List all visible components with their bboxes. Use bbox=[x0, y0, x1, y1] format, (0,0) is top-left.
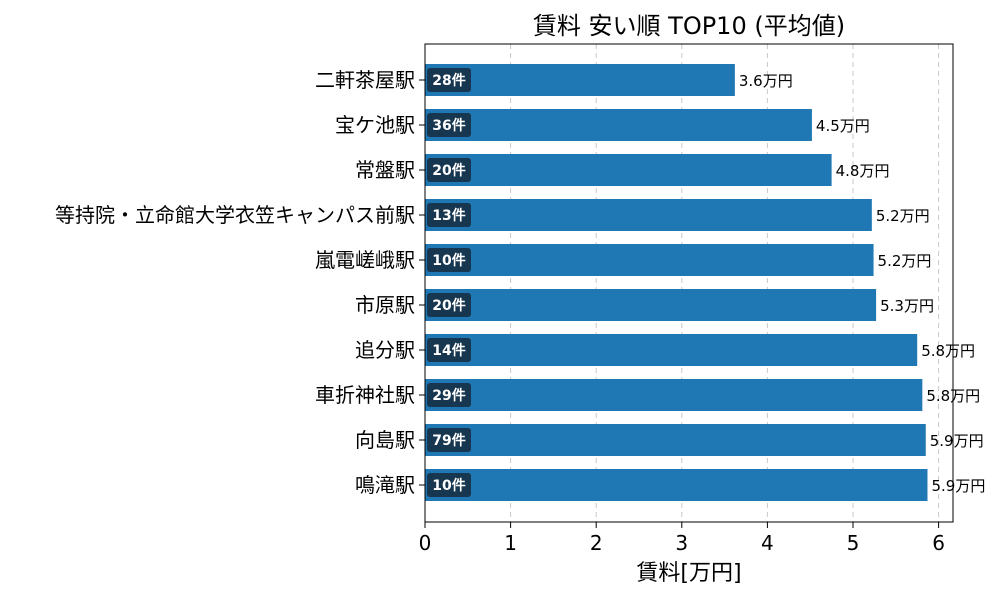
category-label: 鳴滝駅 bbox=[355, 473, 415, 497]
bar-value-label: 5.3万円 bbox=[880, 297, 934, 315]
count-badge bbox=[427, 203, 471, 227]
bar bbox=[425, 379, 923, 411]
count-badge bbox=[427, 158, 471, 182]
bar-value-label: 4.5万円 bbox=[816, 117, 870, 135]
count-badge bbox=[427, 248, 471, 272]
category-label: 常盤駅 bbox=[355, 158, 415, 182]
bar-value-label: 5.9万円 bbox=[931, 477, 985, 495]
y-axis-categories: 二軒茶屋駅宝ケ池駅常盤駅等持院・立命館大学衣笠キャンパス前駅嵐電嵯峨駅市原駅追分… bbox=[55, 68, 425, 497]
x-tick-label: 4 bbox=[761, 531, 774, 555]
count-label: 20件 bbox=[432, 297, 465, 314]
x-tick-label: 6 bbox=[932, 531, 945, 555]
count-label: 28件 bbox=[432, 72, 465, 89]
bars: 3.6万円 28件 4.5万円 36件 4.8万円 20件 5.2万円 13件 5.2万円 10件… bbox=[425, 64, 985, 501]
bar bbox=[425, 289, 877, 321]
bar-value-label: 3.6万円 bbox=[739, 72, 793, 90]
x-tick-label: 0 bbox=[419, 531, 432, 555]
x-axis-label: 賃料[万円] bbox=[636, 561, 741, 586]
x-axis-ticks: 0 1 2 3 4 5 6 bbox=[419, 522, 945, 555]
bar-value-label: 5.8万円 bbox=[921, 342, 975, 360]
bar-value-label: 5.2万円 bbox=[876, 207, 930, 225]
bar-value-label: 5.2万円 bbox=[878, 252, 932, 270]
category-label: 市原駅 bbox=[355, 293, 415, 317]
count-badge bbox=[427, 383, 471, 407]
bar-value-label: 4.8万円 bbox=[836, 162, 890, 180]
count-label: 10件 bbox=[432, 477, 465, 494]
count-label: 29件 bbox=[432, 387, 465, 404]
category-label: 追分駅 bbox=[355, 338, 415, 362]
x-tick-label: 5 bbox=[847, 531, 860, 555]
count-label: 10件 bbox=[432, 252, 465, 269]
category-label: 等持院・立命館大学衣笠キャンパス前駅 bbox=[55, 203, 415, 227]
count-label: 36件 bbox=[432, 117, 465, 134]
count-badge bbox=[427, 68, 471, 92]
bar bbox=[425, 154, 832, 186]
bar bbox=[425, 424, 926, 456]
category-label: 宝ケ池駅 bbox=[335, 113, 415, 137]
x-tick-label: 2 bbox=[590, 531, 603, 555]
bar bbox=[425, 334, 918, 366]
count-label: 79件 bbox=[432, 432, 465, 449]
category-label: 向島駅 bbox=[355, 428, 415, 452]
x-tick-label: 3 bbox=[675, 531, 688, 555]
x-tick-label: 1 bbox=[504, 531, 517, 555]
count-label: 14件 bbox=[432, 342, 465, 359]
count-label: 13件 bbox=[432, 207, 465, 224]
category-label: 車折神社駅 bbox=[315, 383, 415, 407]
category-label: 二軒茶屋駅 bbox=[315, 68, 415, 92]
bar-value-label: 5.9万円 bbox=[930, 432, 984, 450]
category-label: 嵐電嵯峨駅 bbox=[315, 248, 415, 272]
count-badge bbox=[427, 293, 471, 317]
bar bbox=[425, 64, 735, 96]
count-badge bbox=[427, 428, 471, 452]
bar bbox=[425, 199, 872, 231]
bar bbox=[425, 109, 812, 141]
count-badge bbox=[427, 113, 471, 137]
plot-frame bbox=[424, 43, 954, 523]
count-badge bbox=[427, 338, 471, 362]
bar bbox=[425, 469, 928, 501]
count-label: 20件 bbox=[432, 162, 465, 179]
count-badge bbox=[427, 473, 471, 497]
bar bbox=[425, 244, 874, 276]
chart-title: 賃料 安い順 TOP10 (平均値) bbox=[533, 12, 845, 40]
